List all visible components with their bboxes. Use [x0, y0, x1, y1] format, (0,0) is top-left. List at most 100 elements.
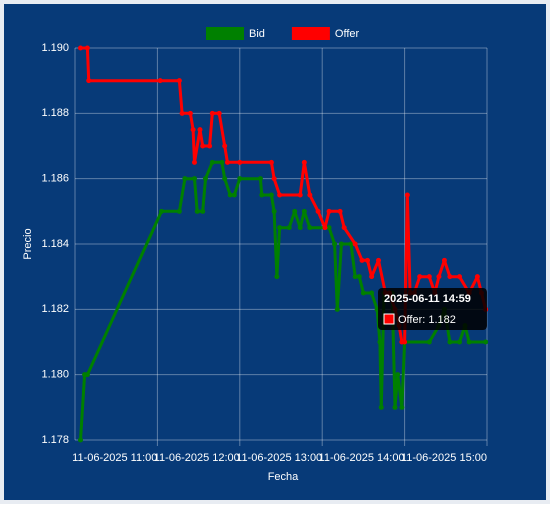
data-point [224, 159, 230, 165]
data-point [277, 225, 283, 231]
data-point [191, 159, 197, 165]
data-point [334, 306, 340, 312]
data-point [191, 176, 197, 182]
y-tick-label: 1.182 [41, 303, 69, 315]
data-point [395, 372, 401, 378]
data-point [436, 274, 442, 280]
data-point [286, 225, 292, 231]
data-point [200, 208, 206, 214]
x-tick-label: 11-06-2025 14:00 [319, 452, 405, 464]
data-point [376, 257, 382, 263]
y-tick-label: 1.190 [41, 42, 69, 54]
x-tick-label: 11-06-2025 13:00 [236, 452, 322, 464]
data-point [426, 274, 432, 280]
data-point [332, 241, 338, 247]
data-point [202, 176, 208, 182]
data-point [352, 241, 358, 247]
data-point [292, 208, 298, 214]
data-point [466, 339, 472, 345]
data-point [207, 143, 213, 149]
data-point [404, 192, 410, 198]
data-point [399, 404, 405, 410]
data-point [457, 274, 463, 280]
data-point [209, 110, 215, 116]
data-point [426, 339, 432, 345]
data-point [322, 225, 328, 231]
data-point [338, 241, 344, 247]
data-point [348, 241, 354, 247]
data-point [369, 290, 375, 296]
data-point [441, 257, 447, 263]
data-point [337, 208, 343, 214]
y-tick-label: 1.184 [41, 238, 69, 250]
x-axis-title: Fecha [268, 471, 299, 483]
data-point [474, 274, 480, 280]
data-point [369, 274, 375, 280]
data-point [307, 225, 313, 231]
data-point [237, 159, 243, 165]
data-point [341, 225, 347, 231]
data-point [176, 208, 182, 214]
data-point [219, 159, 225, 165]
data-point [377, 339, 383, 345]
legend-label: Offer [335, 28, 360, 40]
tooltip: 2025-06-11 14:59 Offer: 1.182 [378, 288, 487, 330]
data-point [315, 208, 321, 214]
data-point [194, 208, 200, 214]
data-point [402, 339, 408, 345]
data-point [268, 159, 274, 165]
data-point [360, 290, 366, 296]
data-point [179, 110, 185, 116]
data-point [176, 78, 182, 84]
data-point [271, 208, 277, 214]
data-point [227, 192, 233, 198]
tooltip-swatch [383, 313, 395, 325]
data-point [274, 274, 280, 280]
legend-swatch [206, 27, 244, 40]
data-point [301, 159, 307, 165]
x-tick-label: 11-06-2025 15:00 [401, 452, 487, 464]
data-point [209, 159, 215, 165]
data-point [447, 339, 453, 345]
data-point [307, 192, 313, 198]
data-point [222, 176, 228, 182]
data-point [216, 110, 222, 116]
tooltip-title: 2025-06-11 14:59 [384, 293, 471, 305]
data-point [417, 274, 423, 280]
data-point [483, 339, 489, 345]
data-point [326, 225, 332, 231]
y-tick-label: 1.186 [41, 173, 69, 185]
data-point [222, 143, 228, 149]
data-point [237, 176, 243, 182]
data-point [356, 274, 362, 280]
data-point [457, 339, 463, 345]
data-point [271, 176, 277, 182]
tooltip-label: Offer: 1.182 [398, 314, 456, 326]
data-point [157, 78, 163, 84]
data-point [392, 404, 398, 410]
data-point [197, 127, 203, 133]
x-tick-label: 11-06-2025 12:00 [154, 452, 240, 464]
data-point [297, 225, 303, 231]
legend-label: Bid [249, 28, 265, 40]
data-point [378, 404, 384, 410]
data-point [182, 176, 188, 182]
y-tick-label: 1.180 [41, 369, 69, 381]
data-point [159, 208, 165, 214]
y-tick-label: 1.178 [41, 434, 69, 446]
data-point [277, 192, 283, 198]
data-point [359, 257, 365, 263]
data-point [231, 192, 237, 198]
data-point [259, 192, 265, 198]
data-point [190, 127, 196, 133]
data-point [77, 45, 83, 51]
data-point [301, 208, 307, 214]
data-point [84, 45, 90, 51]
x-tick-label: 11-06-2025 11:00 [72, 452, 157, 464]
data-point [257, 176, 263, 182]
y-tick-label: 1.188 [41, 107, 69, 119]
data-point [187, 110, 193, 116]
data-point [326, 208, 332, 214]
